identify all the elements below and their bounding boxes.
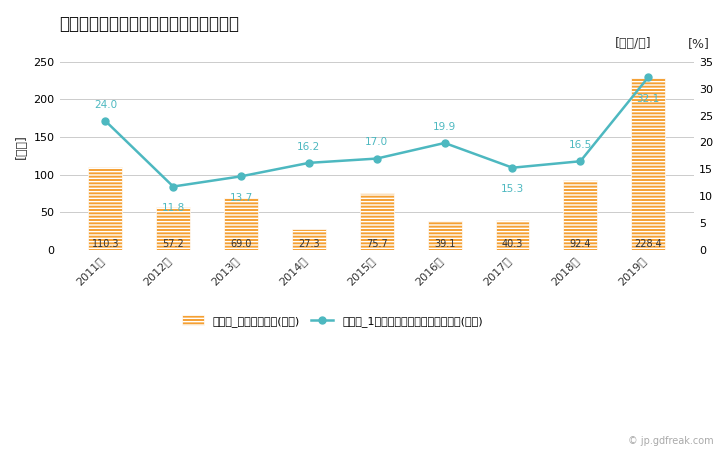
Text: 39.1: 39.1 xyxy=(434,238,455,248)
Text: 16.5: 16.5 xyxy=(569,140,592,150)
Text: 17.0: 17.0 xyxy=(365,137,388,148)
Text: [%]: [%] xyxy=(688,37,710,50)
Text: 15.3: 15.3 xyxy=(501,184,524,194)
Text: [万円/㎡]: [万円/㎡] xyxy=(615,37,652,50)
Text: 11.8: 11.8 xyxy=(162,203,185,213)
Bar xyxy=(496,220,529,250)
Text: 57.2: 57.2 xyxy=(162,238,184,248)
Text: 69.0: 69.0 xyxy=(230,238,252,248)
Text: © jp.gdfreak.com: © jp.gdfreak.com xyxy=(628,436,713,446)
Y-axis label: [億円]: [億円] xyxy=(15,134,28,159)
Text: 19.9: 19.9 xyxy=(433,122,456,132)
Legend: 非木造_工事費予定額(左軸), 非木造_1平米当たり平均工事費予定額(右軸): 非木造_工事費予定額(左軸), 非木造_1平米当たり平均工事費予定額(右軸) xyxy=(178,311,488,332)
Bar xyxy=(631,78,665,250)
Bar xyxy=(427,220,462,250)
Text: 13.7: 13.7 xyxy=(229,193,253,203)
Text: 非木造建築物の工事費予定額合計の推移: 非木造建築物の工事費予定額合計の推移 xyxy=(60,15,240,33)
Bar xyxy=(292,230,326,250)
Text: 92.4: 92.4 xyxy=(569,238,591,248)
Text: 75.7: 75.7 xyxy=(366,238,387,248)
Bar xyxy=(360,193,394,250)
Bar xyxy=(224,198,258,250)
Text: 32.1: 32.1 xyxy=(636,94,660,104)
Bar xyxy=(88,167,122,250)
Text: 16.2: 16.2 xyxy=(297,142,320,152)
Text: 40.3: 40.3 xyxy=(502,238,523,248)
Text: 110.3: 110.3 xyxy=(92,238,119,248)
Bar xyxy=(157,207,190,250)
Bar xyxy=(563,180,597,250)
Text: 24.0: 24.0 xyxy=(94,100,117,110)
Text: 228.4: 228.4 xyxy=(634,238,662,248)
Text: 27.3: 27.3 xyxy=(298,238,320,248)
